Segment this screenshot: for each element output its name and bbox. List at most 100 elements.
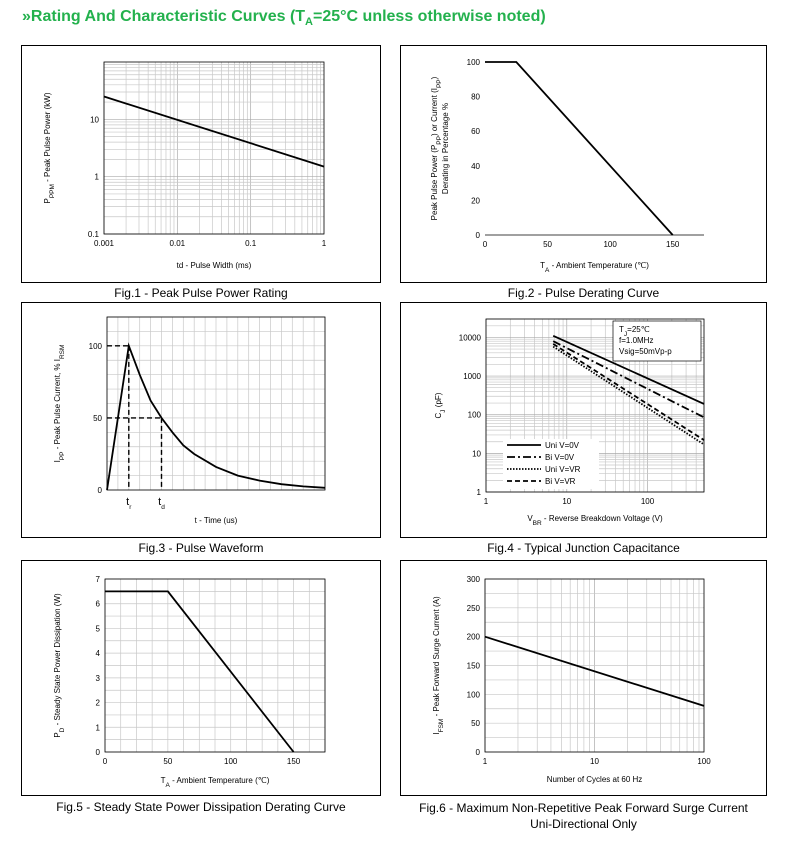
fig3-panel: 0 50 100 tr td IPP - Peak Pulse Current, % IR…: [21, 302, 381, 538]
y-tick-label: 7: [96, 575, 101, 584]
y-tick-label: 100: [467, 690, 481, 699]
y-tick-label: 1: [96, 723, 101, 732]
fig6-caption-line1: Fig.6 - Maximum Non-Repetitive Peak Forw…: [419, 801, 748, 815]
x-tick-label: 0.001: [94, 239, 115, 248]
x-tick-label: 0: [103, 757, 108, 766]
y-tick-label: 1: [95, 173, 100, 182]
y-tick-label: 300: [467, 575, 481, 584]
x-tick-label: 1: [322, 239, 327, 248]
fig5-panel: 0 50 100 150 0 1 2 3 4 5 6 7 PD - Steady State Power…: [21, 560, 381, 796]
plot-frame: [103, 61, 325, 235]
y-tick-label: 5: [96, 624, 101, 633]
x-tick-label: 100: [224, 757, 238, 766]
y-tick-label: 250: [467, 604, 481, 613]
series-line-1: [106, 342, 326, 491]
y-axis-label-line1: Peak Pulse Power (PPP) or Current (IPP): [430, 76, 443, 220]
legend-label: Uni V=VR: [545, 465, 581, 474]
y-tick-label: 100: [467, 58, 481, 67]
x-tick-label: 1: [484, 497, 489, 506]
y-tick-label: 100: [468, 411, 482, 420]
y-tick-label: 80: [471, 93, 480, 102]
page-header: »Rating And Characteristic Curves (TA=25…: [22, 8, 546, 29]
x-tick-label: 150: [287, 757, 301, 766]
x-axis-label: TA - Ambient Temperature (℃): [540, 261, 649, 274]
series-line-1: [103, 95, 325, 168]
fig4-panel: 1 10 100 1 10 100 1000 10000 TJ=25℃ f=1.0MHz Vsig=…: [400, 302, 767, 538]
x-tick-label: 0.1: [245, 239, 257, 248]
x-tick-label: 10: [562, 497, 571, 506]
fig2-caption: Fig.2 - Pulse Derating Curve: [507, 286, 660, 300]
y-axis-label: PPPM - Peak Pulse Power (kW): [43, 92, 56, 203]
condition-vsig: Vsig=50mVp-p: [619, 347, 672, 356]
series-line-uni-v-0v: [552, 334, 705, 405]
y-tick-label: 6: [96, 600, 101, 609]
x-tick-label: 0: [483, 240, 488, 249]
x-axis-label: TA - Ambient Temperature (℃): [161, 776, 270, 789]
y-axis-label: PD - Steady State Power Dissipation (W): [53, 593, 66, 738]
x-tick-label: 100: [641, 497, 655, 506]
fig2-chart: 0 50 100 150 0 20 40 60 80 100 Peak Pulse Power (P…: [430, 58, 704, 274]
y-tick-label: 40: [471, 162, 480, 171]
x-tick-label: 0.01: [170, 239, 186, 248]
series-line-bi-v-vr: [552, 343, 705, 441]
x-axis-label: td - Pulse Width (ms): [177, 261, 252, 270]
y-axis-label-line2: Derating in Percentage %: [441, 103, 450, 194]
x-tick-label: 100: [697, 757, 711, 766]
y-tick-label: 1000: [463, 372, 481, 381]
x-tick-label: 100: [603, 240, 617, 249]
y-tick-label: 4: [96, 649, 101, 658]
plot-frame: [485, 318, 705, 493]
plot-frame: [106, 316, 326, 491]
fig1-chart: 0.001 0.01 0.1 1 0.1 1 10 PPPM - Peak Pulse Pow…: [43, 61, 327, 270]
fig5-caption: Fig.5 - Steady State Power Dissipation D…: [56, 800, 346, 814]
marker-label-td: td: [158, 496, 165, 511]
y-tick-label: 10: [472, 449, 481, 458]
series-line-1: [484, 635, 705, 707]
fig1-panel: 0.001 0.01 0.1 1 0.1 1 10 PPPM - Peak Pulse Pow…: [21, 45, 381, 283]
x-axis-label: t - Time (us): [195, 516, 238, 525]
y-tick-label: 1: [477, 488, 482, 497]
y-tick-label: 20: [471, 196, 480, 205]
y-tick-label: 0: [98, 486, 103, 495]
y-tick-label: 50: [93, 414, 102, 423]
conditions-box: [612, 320, 702, 362]
y-tick-label: 60: [471, 127, 480, 136]
fig3-caption: Fig.3 - Pulse Waveform: [138, 541, 264, 555]
x-tick-label: 50: [543, 240, 552, 249]
legend-label: Bi V=0V: [545, 453, 575, 462]
y-axis-label: IPP - Peak Pulse Current, % IRSM: [53, 345, 66, 463]
y-tick-label: 150: [467, 662, 481, 671]
marker-label-tr: tr: [126, 496, 132, 511]
y-tick-label: 50: [471, 719, 480, 728]
condition-freq: f=1.0MHz: [619, 336, 653, 345]
x-tick-label: 10: [590, 757, 599, 766]
y-tick-label: 2: [96, 699, 101, 708]
legend-label: Uni V=0V: [545, 441, 580, 450]
y-axis-label: IFSM - Peak Forward Surge Current (A): [432, 596, 445, 735]
fig6-chart: 1 10 100 0 50 100 150 200 250 300 IFSM - Peak Forw…: [432, 575, 711, 784]
fig5-chart: 0 50 100 150 0 1 2 3 4 5 6 7 PD - Steady State Power…: [53, 575, 326, 789]
x-tick-label: 150: [666, 240, 680, 249]
fig4-caption: Fig.4 - Typical Junction Capacitance: [487, 541, 680, 555]
y-tick-label: 100: [89, 342, 103, 351]
fig6-caption-line2: Uni-Directional Only: [530, 817, 637, 831]
fig1-caption: Fig.1 - Peak Pulse Power Rating: [114, 286, 288, 300]
legend-label: Bi V=VR: [545, 477, 576, 486]
fig3-chart: 0 50 100 tr td IPP - Peak Pulse Current, % IR…: [53, 316, 326, 525]
y-tick-label: 10000: [459, 333, 482, 342]
series-line-1: [105, 590, 295, 753]
condition-tj: TJ=25℃: [619, 325, 650, 338]
y-tick-label: 0.1: [88, 230, 100, 239]
fig6-panel: 1 10 100 0 50 100 150 200 250 300 IFSM - Peak Forw…: [400, 560, 767, 796]
series-line-1: [485, 61, 674, 236]
plot-frame: [104, 578, 326, 753]
y-tick-label: 200: [467, 633, 481, 642]
series-line-bi-v-0v: [552, 340, 705, 419]
y-axis-label: CJ (pF): [434, 392, 447, 418]
y-tick-label: 0: [96, 748, 101, 757]
fig4-chart: 1 10 100 1 10 100 1000 10000 TJ=25℃f=1.0MHz Vsig=…: [434, 318, 705, 527]
x-axis-label: VBR - Reverse Breakdown Voltage (V): [527, 514, 663, 527]
y-tick-label: 0: [476, 748, 481, 757]
x-axis-label: Number of Cycles at 60 Hz: [547, 775, 643, 784]
fig2-panel: 0 50 100 150 0 20 40 60 80 100 Peak Pulse Power (P…: [400, 45, 767, 283]
